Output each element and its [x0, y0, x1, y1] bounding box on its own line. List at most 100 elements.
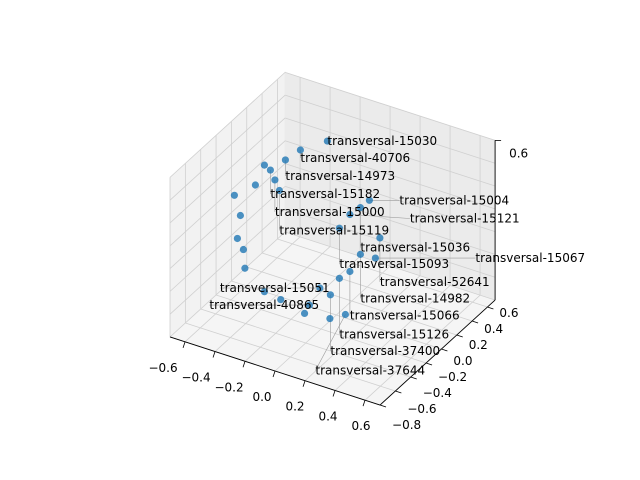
- data-point: [371, 254, 379, 262]
- data-point: [346, 210, 354, 219]
- data-point: [300, 309, 309, 317]
- data-point: [326, 314, 334, 323]
- z-gridline: [169, 140, 286, 247]
- z-gridline: [169, 231, 286, 338]
- y-gridline: [185, 322, 396, 392]
- data-points: [230, 137, 384, 323]
- tick-labels: −0.6 −0.4 −0.2 0.0 0.2 0.4 0.6 −0.8 −0.6 −0.4 −0.2…: [148, 146, 528, 433]
- y-tick-mark: [379, 404, 387, 408]
- data-point: [275, 186, 283, 195]
- data-point: [326, 291, 334, 299]
- data-point: [260, 161, 268, 169]
- data-point: [281, 156, 289, 164]
- z-gridline: [284, 94, 496, 164]
- data-point: [233, 234, 241, 243]
- y-tick-label: −0.4: [423, 386, 452, 400]
- x-tick-mark: [272, 370, 276, 378]
- x-tick-mark: [302, 380, 306, 387]
- point-label: transversal-15000: [275, 205, 385, 219]
- point-label: transversal-15126: [339, 327, 449, 341]
- y-tick-mark: [425, 362, 433, 366]
- y-tick-label: −0.8: [392, 418, 421, 432]
- y-tick-label: 0.0: [453, 354, 472, 368]
- data-point: [277, 296, 285, 304]
- x-tick-mark: [182, 341, 186, 348]
- x-tick-label: 0.0: [252, 390, 271, 404]
- point-label: transversal-15036: [360, 241, 470, 255]
- x-tick-label: 0.4: [318, 409, 337, 423]
- z-gridline: [169, 94, 286, 201]
- data-point: [335, 274, 343, 282]
- x-gridline: [244, 255, 361, 362]
- data-point: [335, 224, 343, 232]
- data-point: [356, 250, 364, 258]
- x-tick-label: 0.6: [351, 419, 370, 433]
- point-label: transversal-15067: [475, 251, 585, 265]
- x-tick-label: −0.2: [214, 380, 243, 394]
- x-tick-mark: [332, 390, 336, 397]
- data-point: [260, 288, 268, 296]
- y-gridline: [261, 252, 473, 322]
- data-point: [236, 211, 244, 220]
- label-leader-lines: [209, 150, 476, 371]
- z-gridline: [284, 140, 496, 210]
- x-gridline: [184, 236, 301, 343]
- y-gridline: [246, 266, 457, 336]
- z-gridline: [169, 208, 286, 315]
- data-point: [239, 245, 247, 254]
- data-point: [323, 137, 331, 145]
- point-label: transversal-15093: [339, 257, 449, 271]
- z-gridline: [169, 163, 286, 269]
- point-label: transversal-52641: [380, 275, 490, 289]
- z-gridline: [169, 72, 286, 178]
- x-tick-mark: [362, 400, 366, 407]
- x-gridline: [214, 246, 331, 352]
- data-point: [346, 267, 354, 276]
- x-tick-mark: [212, 351, 216, 358]
- point-label: transversal-15066: [350, 308, 460, 322]
- y-tick-label: 0.4: [484, 322, 503, 336]
- data-point: [356, 204, 364, 212]
- z-tick-label: 0.6: [509, 146, 528, 160]
- data-point: [296, 146, 304, 154]
- x-gridline: [304, 275, 421, 382]
- point-label: transversal-15182: [270, 187, 380, 201]
- data-point: [365, 196, 373, 204]
- y-gridline: [200, 308, 411, 378]
- data-point: [266, 166, 274, 174]
- x-tick-label: 0.2: [285, 400, 304, 414]
- point-label: transversal-15030: [327, 134, 437, 148]
- axis-lines: [169, 140, 502, 408]
- z-gridline: [284, 163, 496, 233]
- y-tick-mark: [441, 348, 448, 352]
- data-point: [305, 301, 313, 309]
- y-tick-label: 0.6: [499, 306, 518, 320]
- z-gridline: [169, 117, 286, 224]
- point-label: transversal-15051: [220, 281, 330, 295]
- x-tick-mark: [242, 361, 246, 368]
- point-label: transversal-14973: [285, 169, 395, 183]
- data-point: [341, 310, 349, 319]
- z-gridline: [284, 71, 496, 141]
- point-label: transversal-37644: [315, 363, 425, 377]
- y-tick-mark: [456, 334, 463, 338]
- y-axis-line: [379, 299, 496, 406]
- data-point: [376, 234, 384, 242]
- y-tick-label: −0.6: [407, 402, 436, 416]
- point-label: transversal-15119: [279, 224, 389, 238]
- y-tick-mark: [395, 390, 402, 394]
- z-gridline: [284, 185, 496, 255]
- data-point: [316, 284, 324, 292]
- y-tick-mark: [410, 376, 417, 380]
- z-gridline: [284, 117, 496, 187]
- point-label: transversal-15121: [410, 211, 520, 225]
- y-tick-mark: [487, 306, 494, 310]
- y-gridline: [277, 238, 488, 308]
- point-labels: transversal-15030 transversal-40706 transv…: [209, 134, 585, 377]
- x-gridline: [364, 294, 481, 401]
- point-label: transversal-40865: [209, 298, 319, 312]
- z-gridline: [284, 231, 496, 301]
- x-gridline: [334, 285, 451, 391]
- point-label: transversal-40706: [300, 151, 410, 165]
